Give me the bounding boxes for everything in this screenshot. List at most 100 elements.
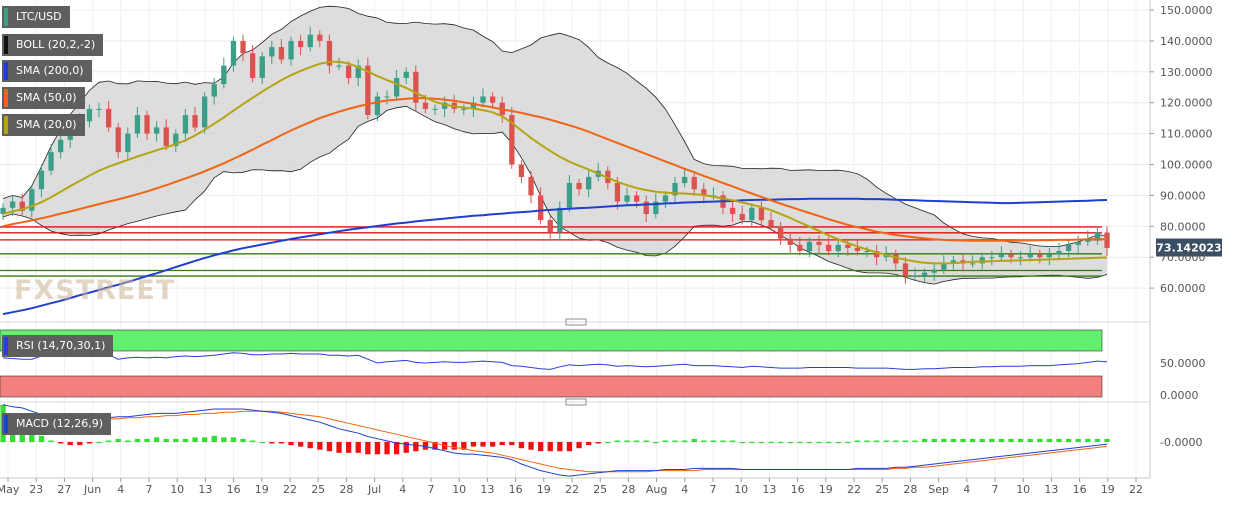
pane-resize-handle[interactable] xyxy=(565,398,587,406)
macd-histogram-bar xyxy=(1066,438,1072,442)
macd-histogram-bar xyxy=(557,442,563,452)
candle-body xyxy=(365,65,371,115)
candle-body xyxy=(202,96,208,128)
macd-histogram-bar xyxy=(182,438,189,442)
rsi-tick-label: 0.0000 xyxy=(1160,389,1199,402)
candle-body xyxy=(845,244,851,248)
macd-histogram-bar xyxy=(173,438,179,442)
price-tick-label: 150.0000 xyxy=(1160,4,1213,17)
macd-histogram-bar xyxy=(854,440,861,442)
macd-histogram-bar xyxy=(125,440,131,442)
candle-body xyxy=(10,201,16,208)
macd-histogram-bar xyxy=(1008,438,1014,442)
date-tick-label: 7 xyxy=(428,483,435,496)
rsi-tick-label: 50.0000 xyxy=(1160,357,1206,370)
macd-histogram-bar xyxy=(816,442,822,444)
legend-sma20[interactable]: SMA (20,0) xyxy=(2,114,85,136)
macd-histogram-bar xyxy=(941,438,947,442)
macd-histogram-bar xyxy=(768,442,774,444)
date-tick-label: 10 xyxy=(1016,483,1030,496)
macd-histogram-bar xyxy=(518,442,525,449)
date-tick-label: 22 xyxy=(565,483,579,496)
candle-body xyxy=(182,115,189,134)
date-tick-label: 7 xyxy=(146,483,153,496)
macd-histogram-bar xyxy=(77,442,83,446)
candle-body xyxy=(835,244,841,251)
candle-body xyxy=(192,115,198,128)
candle-body xyxy=(384,96,390,98)
candle-body xyxy=(912,275,918,277)
macd-histogram-bar xyxy=(538,442,544,452)
macd-histogram-bar xyxy=(403,442,409,453)
macd-histogram-bar xyxy=(1037,438,1043,442)
macd-histogram-bar xyxy=(298,442,304,447)
candle-body xyxy=(730,207,736,214)
date-tick-label: 7 xyxy=(992,483,999,496)
candle-body xyxy=(970,263,976,265)
macd-histogram-bar xyxy=(643,440,649,442)
date-tick-label: 10 xyxy=(452,483,466,496)
date-tick-label: Jun xyxy=(83,483,101,496)
macd-histogram-bar xyxy=(154,437,160,442)
legend-sma200[interactable]: SMA (200,0) xyxy=(2,60,92,82)
macd-histogram-bar xyxy=(595,442,601,444)
candle-body xyxy=(173,133,179,146)
candle-body xyxy=(931,269,937,273)
macd-histogram-bar xyxy=(144,438,150,442)
macd-histogram-bar xyxy=(259,442,265,444)
sma20-swatch xyxy=(4,116,8,134)
date-tick-label: 27 xyxy=(57,483,71,496)
date-tick-label: 16 xyxy=(791,483,805,496)
macd-histogram-bar xyxy=(989,438,995,442)
candle-body xyxy=(480,96,486,103)
price-tick-label: 130.0000 xyxy=(1160,66,1213,79)
legend-sma50[interactable]: SMA (50,0) xyxy=(2,87,85,109)
candle-body xyxy=(739,213,745,221)
candle-body xyxy=(48,152,54,171)
candle-body xyxy=(134,115,141,134)
candle-body xyxy=(778,226,784,239)
candle-body xyxy=(259,56,265,78)
macd-histogram-bar xyxy=(710,440,717,442)
candle-body xyxy=(1046,254,1053,258)
macd-histogram-bar xyxy=(1027,438,1033,442)
candle-body xyxy=(922,272,928,276)
pane-resize-handle[interactable] xyxy=(565,318,587,326)
macd-histogram-bar xyxy=(845,442,851,444)
macd-histogram-bar xyxy=(509,442,515,446)
candle-body xyxy=(979,257,985,264)
candle-body xyxy=(874,251,880,258)
candle-body xyxy=(816,241,822,245)
macd-histogram-bar xyxy=(29,429,35,442)
macd-histogram-bar xyxy=(422,442,429,450)
legend-rsi[interactable]: RSI (14,70,30,1) xyxy=(2,335,114,357)
macd-histogram-bar xyxy=(250,440,256,442)
macd-histogram-bar xyxy=(624,440,630,442)
candle-body xyxy=(269,47,275,57)
macd-tick-label: -0.0000 xyxy=(1160,436,1202,449)
candle-body xyxy=(29,189,35,211)
macd-histogram-bar xyxy=(912,440,918,442)
candle-body xyxy=(278,47,285,60)
date-tick-label: 19 xyxy=(537,483,551,496)
price-tick-label: 120.0000 xyxy=(1160,97,1213,110)
macd-histogram-bar xyxy=(230,437,237,442)
date-tick-label: Aug xyxy=(646,483,667,496)
candle-body xyxy=(941,263,947,270)
candle-body xyxy=(1104,232,1110,248)
legend-boll[interactable]: BOLL (20,2,-2) xyxy=(2,34,104,56)
candle-body xyxy=(624,195,630,202)
legend-pair[interactable]: LTC/USD xyxy=(2,6,70,28)
macd-histogram-bar xyxy=(365,442,371,455)
macd-histogram-bar xyxy=(86,442,93,444)
candle-body xyxy=(682,176,688,184)
price-tick-label: 80.0000 xyxy=(1160,220,1206,233)
macd-histogram-bar xyxy=(758,442,765,444)
rsi-swatch xyxy=(4,337,8,355)
legend-macd[interactable]: MACD (12,26,9) xyxy=(2,413,112,435)
date-tick-label: 10 xyxy=(170,483,184,496)
macd-histogram-bar xyxy=(202,437,208,442)
sma200-swatch xyxy=(4,62,8,80)
candle-body xyxy=(163,127,169,146)
candle-body xyxy=(230,40,237,66)
